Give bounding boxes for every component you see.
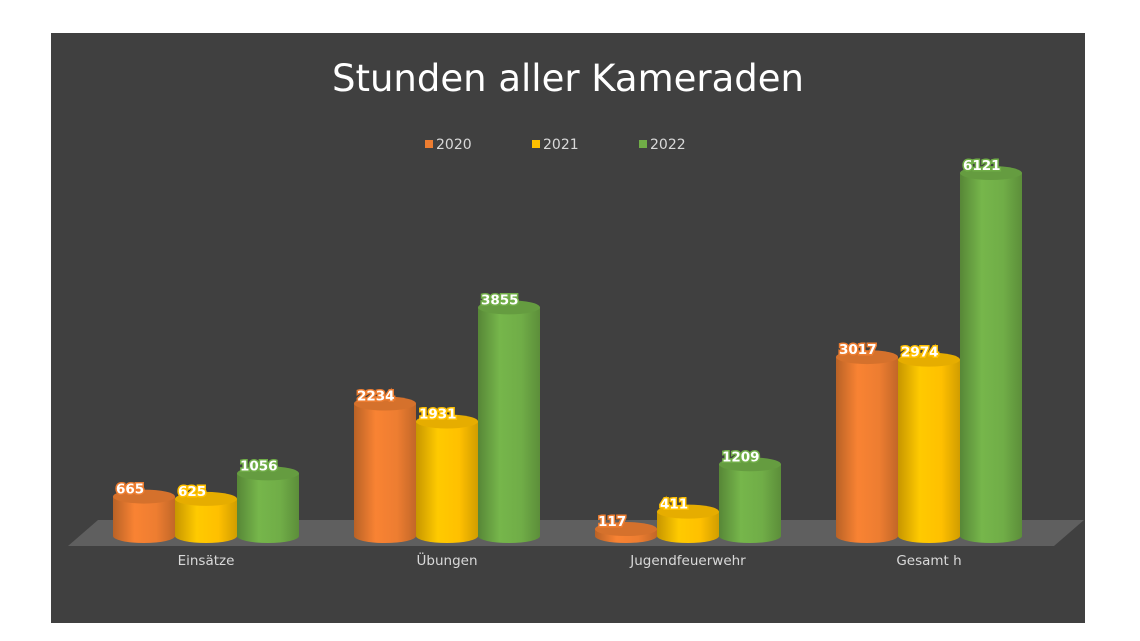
bar-body <box>416 421 478 543</box>
bar-top <box>595 522 657 537</box>
bar-top <box>657 504 719 519</box>
chart-floor <box>68 520 1084 546</box>
bar-2020-3 <box>836 350 898 543</box>
legend-swatch <box>425 140 433 148</box>
bar-top <box>416 414 478 429</box>
data-label: 625 <box>178 484 206 500</box>
bar-body <box>898 359 960 543</box>
bar-body <box>960 173 1022 543</box>
data-label: 6121 <box>963 158 1001 174</box>
chart-area: 665 625 1056 2234 1931 3855 117 411 1209 3017 2974… <box>51 33 1085 623</box>
data-label: 1056 <box>240 458 278 474</box>
data-label: 3017 <box>839 342 877 358</box>
legend-item-2022: 2022 <box>639 136 686 154</box>
legend-item-2020: 2020 <box>425 136 472 154</box>
legend-swatch <box>639 140 647 148</box>
data-label: 3855 <box>481 292 519 308</box>
legend-label: 2020 <box>436 137 472 153</box>
bar-top <box>719 457 781 472</box>
bar-body <box>113 496 175 543</box>
data-label: 411 <box>660 497 688 513</box>
bar-2021-3 <box>898 352 960 543</box>
x-tick-label: Gesamt h <box>896 553 961 569</box>
x-tick-label: Übungen <box>417 551 478 569</box>
bar-top <box>960 166 1022 180</box>
legend-swatch <box>532 140 540 148</box>
bar-top <box>898 352 960 367</box>
bar-top <box>354 396 416 411</box>
data-label: 665 <box>116 482 144 498</box>
data-label: 1209 <box>722 449 760 465</box>
bar-2022-0 <box>237 466 299 543</box>
data-label: 2234 <box>357 389 395 405</box>
bar-body <box>836 357 898 543</box>
legend-label: 2022 <box>650 137 686 153</box>
bar-top <box>237 466 299 481</box>
bar-body <box>354 403 416 543</box>
x-tick-label: Jugendfeuerwehr <box>629 553 746 569</box>
bar-2021-1 <box>416 414 478 543</box>
bar-body <box>175 498 237 543</box>
bar-top <box>836 350 898 365</box>
bar-body <box>719 464 781 543</box>
chart-title: Stunden aller Kameraden <box>331 57 804 100</box>
x-tick-label: Einsätze <box>178 553 235 569</box>
chart-plot: 665 625 1056 2234 1931 3855 117 411 1209 3017 2974… <box>68 157 1084 569</box>
bar-2021-0 <box>175 491 237 543</box>
legend-label: 2021 <box>543 137 579 153</box>
data-label: 1931 <box>419 406 457 422</box>
data-label: 2974 <box>901 345 939 361</box>
bar-top <box>175 491 237 506</box>
data-label: 117 <box>598 514 626 530</box>
bar-2020-2 <box>595 522 657 543</box>
bar-body <box>237 473 299 543</box>
bar-2020-0 <box>113 489 175 543</box>
bar-2022-1 <box>478 300 540 543</box>
bar-2020-1 <box>354 396 416 543</box>
bar-2022-3 <box>960 166 1022 543</box>
legend-item-2021: 2021 <box>532 136 579 154</box>
chart-legend: 2020 2021 2022 <box>51 136 1085 154</box>
bar-top <box>113 489 175 504</box>
bar-2021-2 <box>657 504 719 543</box>
bar-body <box>478 307 540 543</box>
bar-body <box>657 511 719 543</box>
bar-2022-2 <box>719 457 781 543</box>
bar-top <box>478 300 540 315</box>
